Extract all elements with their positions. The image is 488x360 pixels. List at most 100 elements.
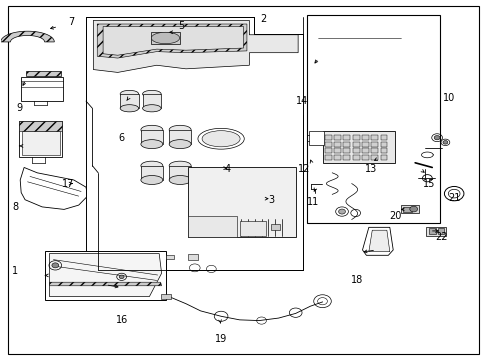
Ellipse shape	[141, 176, 163, 184]
Polygon shape	[0, 31, 54, 42]
Text: 21: 21	[447, 193, 459, 203]
Bar	[325, 141, 331, 147]
Text: 18: 18	[350, 275, 362, 285]
Bar	[309, 131, 324, 145]
Bar	[380, 141, 386, 147]
Bar	[333, 135, 340, 140]
Bar	[188, 254, 198, 260]
Ellipse shape	[169, 125, 191, 134]
Bar	[169, 166, 190, 180]
Ellipse shape	[169, 140, 191, 149]
Bar	[322, 131, 394, 163]
Text: 22: 22	[435, 232, 447, 242]
Bar	[151, 32, 180, 44]
Text: 7: 7	[68, 17, 74, 27]
Polygon shape	[49, 282, 161, 286]
Bar	[352, 148, 359, 153]
Bar	[306, 15, 439, 223]
Bar	[343, 148, 349, 153]
Bar	[370, 155, 377, 160]
Text: 16: 16	[115, 315, 127, 325]
Bar	[21, 77, 62, 101]
Circle shape	[409, 206, 417, 212]
Bar	[333, 148, 340, 153]
Circle shape	[119, 275, 124, 279]
Ellipse shape	[169, 161, 191, 170]
Bar	[166, 255, 173, 259]
Text: 8: 8	[12, 202, 19, 212]
Polygon shape	[97, 24, 246, 58]
Ellipse shape	[120, 105, 139, 112]
Text: 1: 1	[12, 266, 19, 276]
Circle shape	[442, 140, 447, 144]
Bar	[333, 141, 340, 147]
Bar	[361, 148, 368, 153]
FancyBboxPatch shape	[312, 56, 408, 78]
Bar	[169, 130, 190, 144]
Bar	[352, 155, 359, 160]
Bar	[352, 141, 359, 147]
Bar	[343, 141, 349, 147]
Bar	[380, 155, 386, 160]
Polygon shape	[49, 253, 161, 297]
Bar	[428, 228, 435, 234]
Polygon shape	[86, 17, 303, 270]
Bar	[19, 121, 62, 131]
Bar	[26, 71, 61, 76]
Circle shape	[52, 263, 59, 268]
Bar	[400, 205, 418, 213]
Polygon shape	[20, 167, 87, 210]
Bar	[425, 226, 446, 235]
Text: 13: 13	[365, 164, 377, 174]
Bar	[343, 135, 349, 140]
Bar	[325, 155, 331, 160]
Bar	[361, 155, 368, 160]
Bar	[333, 155, 340, 160]
Bar	[361, 135, 368, 140]
Polygon shape	[368, 230, 389, 252]
Ellipse shape	[169, 176, 191, 184]
Bar	[402, 207, 411, 212]
Text: 19: 19	[215, 333, 227, 343]
Circle shape	[338, 209, 345, 214]
Bar	[380, 135, 386, 140]
Bar	[188, 216, 237, 237]
Ellipse shape	[151, 32, 179, 44]
Bar	[44, 251, 165, 300]
Ellipse shape	[142, 105, 161, 112]
Ellipse shape	[202, 131, 240, 147]
Text: 4: 4	[224, 164, 230, 174]
Bar	[343, 155, 349, 160]
Text: 5: 5	[178, 21, 184, 31]
Ellipse shape	[141, 125, 163, 134]
Polygon shape	[103, 27, 243, 55]
Ellipse shape	[198, 129, 244, 149]
Text: 9: 9	[16, 103, 22, 113]
Text: 11: 11	[306, 197, 318, 207]
Bar	[142, 94, 161, 108]
Text: 10: 10	[442, 93, 454, 103]
Bar	[188, 167, 295, 237]
Polygon shape	[93, 21, 298, 72]
Bar	[370, 141, 377, 147]
Bar	[370, 135, 377, 140]
Text: 12: 12	[297, 164, 309, 174]
Bar	[380, 148, 386, 153]
Text: 20: 20	[388, 211, 401, 221]
Bar	[325, 148, 331, 153]
Bar	[370, 148, 377, 153]
Text: 6: 6	[118, 133, 124, 143]
FancyBboxPatch shape	[307, 20, 412, 61]
Bar	[120, 94, 139, 108]
Circle shape	[433, 135, 439, 140]
Bar	[141, 130, 162, 144]
Bar	[239, 221, 266, 235]
Ellipse shape	[141, 161, 163, 170]
Bar	[160, 294, 171, 299]
Bar	[141, 166, 162, 180]
Ellipse shape	[142, 90, 161, 98]
Bar	[19, 121, 62, 157]
Text: 17: 17	[61, 179, 74, 189]
Bar	[271, 224, 280, 230]
Ellipse shape	[141, 140, 163, 149]
